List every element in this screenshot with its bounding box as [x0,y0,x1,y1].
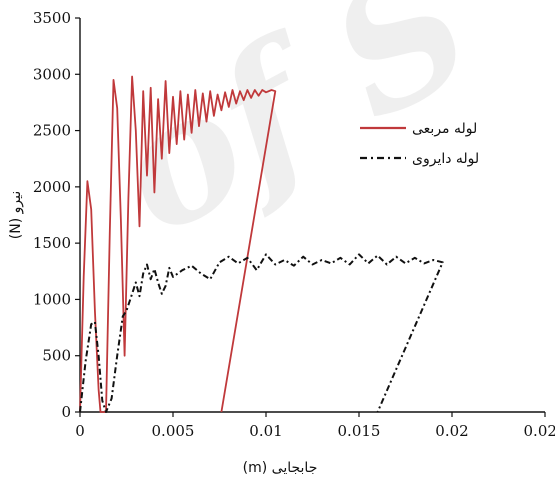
y-tick-label: 3000 [33,65,71,83]
y-tick-label: 0 [61,403,71,421]
y-ticks: 0 500 1000 1500 2000 2500 3000 3500 [33,9,80,421]
legend-label-circular-pipe: لوله دایروی [412,151,479,167]
x-ticks: 0 0.005 0.01 0.015 0.02 0.025 [75,412,555,440]
y-axis-label: نیرو (N) [8,191,24,239]
y-tick-label: 2500 [33,122,71,140]
x-tick-label: 0 [75,422,85,440]
y-tick-label: 1500 [33,234,71,252]
x-tick-label: 0.025 [524,422,555,440]
legend-label-square-pipe: لوله مربعی [412,121,477,137]
y-tick-label: 2000 [33,178,71,196]
series-line-circular-pipe [80,254,443,412]
y-tick-label: 500 [42,347,71,365]
x-tick-label: 0.015 [338,422,381,440]
y-tick-label: 1000 [33,290,71,308]
x-axis-label: جابجایی (m) [243,460,318,476]
x-tick-label: 0.01 [249,422,282,440]
y-tick-label: 3500 [33,9,71,27]
watermark-text: of S [83,0,502,274]
x-tick-label: 0.005 [152,422,195,440]
x-tick-label: 0.02 [435,422,468,440]
